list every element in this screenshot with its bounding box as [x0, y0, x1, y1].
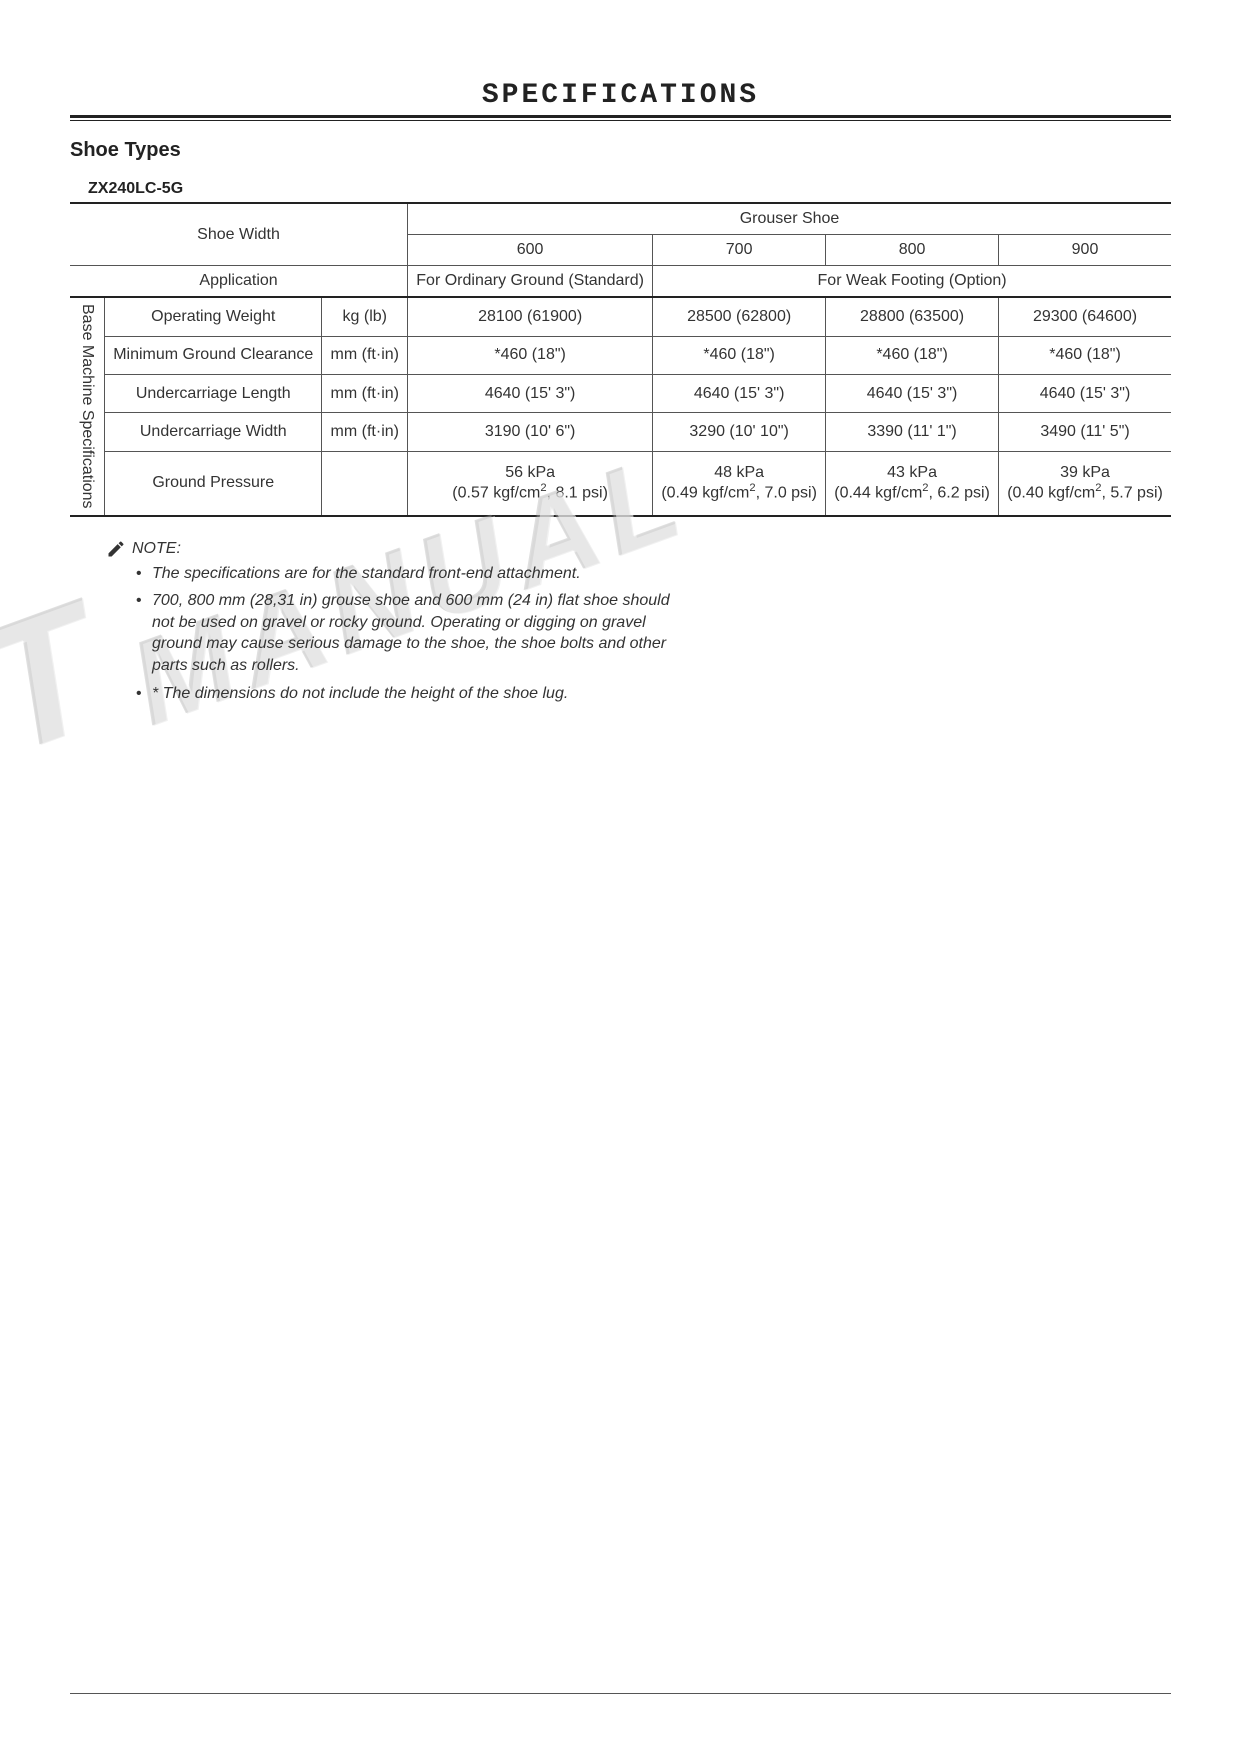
- page-title: SPECIFICATIONS: [70, 80, 1171, 111]
- val-gp-0: 56 kPa (0.57 kgf/cm2, 8.1 psi): [408, 451, 653, 515]
- param-gp: Ground Pressure: [105, 451, 322, 515]
- pencil-icon: [106, 539, 126, 559]
- val-1-3: *460 (18"): [999, 336, 1171, 374]
- note-heading: NOTE:: [106, 539, 1171, 559]
- val-1-0: *460 (18"): [408, 336, 653, 374]
- hdr-width-1: 700: [653, 235, 826, 266]
- footer-rule: [70, 1693, 1171, 1694]
- note-label: NOTE:: [132, 540, 181, 558]
- side-label: Base Machine Specifications: [70, 297, 105, 516]
- val-2-1: 4640 (15' 3"): [653, 374, 826, 412]
- title-rule: [70, 115, 1171, 121]
- param-1: Minimum Ground Clearance: [105, 336, 322, 374]
- note-item: The specifications are for the standard …: [136, 563, 676, 585]
- gp-kgf-0: (0.57 kgf/cm: [452, 484, 540, 501]
- unit-3: mm (ft·in): [322, 413, 408, 451]
- param-2: Undercarriage Length: [105, 374, 322, 412]
- spec-table: Shoe Width Grouser Shoe 600 700 800 900 …: [70, 202, 1171, 517]
- gp-kgf-1: (0.49 kgf/cm: [661, 484, 749, 501]
- table-row: Ground Pressure 56 kPa (0.57 kgf/cm2, 8.…: [70, 451, 1171, 515]
- app-std: For Ordinary Ground (Standard): [408, 266, 653, 298]
- gp-psi-3: 5.7 psi): [1110, 484, 1162, 501]
- gp-kpa-2: 43 kPa: [887, 464, 937, 481]
- val-2-2: 4640 (15' 3"): [826, 374, 999, 412]
- val-2-0: 4640 (15' 3"): [408, 374, 653, 412]
- val-gp-2: 43 kPa (0.44 kgf/cm2, 6.2 psi): [826, 451, 999, 515]
- hdr-grouser: Grouser Shoe: [408, 203, 1171, 235]
- hdr-width-0: 600: [408, 235, 653, 266]
- unit-gp: [322, 451, 408, 515]
- hdr-application: Application: [70, 266, 408, 298]
- gp-kgf-3: (0.40 kgf/cm: [1007, 484, 1095, 501]
- val-0-2: 28800 (63500): [826, 297, 999, 336]
- gp-kgf-2: (0.44 kgf/cm: [834, 484, 922, 501]
- param-0: Operating Weight: [105, 297, 322, 336]
- val-gp-3: 39 kPa (0.40 kgf/cm2, 5.7 psi): [999, 451, 1171, 515]
- unit-2: mm (ft·in): [322, 374, 408, 412]
- section-title: Shoe Types: [70, 139, 1171, 162]
- gp-psi-2: 6.2 psi): [937, 484, 989, 501]
- hdr-shoe-width: Shoe Width: [70, 203, 408, 266]
- gp-psi-0: 8.1 psi): [555, 484, 607, 501]
- val-3-3: 3490 (11' 5"): [999, 413, 1171, 451]
- unit-0: kg (lb): [322, 297, 408, 336]
- val-0-3: 29300 (64600): [999, 297, 1171, 336]
- val-1-2: *460 (18"): [826, 336, 999, 374]
- val-3-2: 3390 (11' 1"): [826, 413, 999, 451]
- gp-psi-1: 7.0 psi): [764, 484, 816, 501]
- val-3-1: 3290 (10' 10"): [653, 413, 826, 451]
- hdr-width-3: 900: [999, 235, 1171, 266]
- val-2-3: 4640 (15' 3"): [999, 374, 1171, 412]
- note-list: The specifications are for the standard …: [136, 563, 676, 705]
- val-gp-1: 48 kPa (0.49 kgf/cm2, 7.0 psi): [653, 451, 826, 515]
- model-title: ZX240LC-5G: [88, 180, 1171, 198]
- table-row: Undercarriage Width mm (ft·in) 3190 (10'…: [70, 413, 1171, 451]
- val-0-0: 28100 (61900): [408, 297, 653, 336]
- val-3-0: 3190 (10' 6"): [408, 413, 653, 451]
- param-3: Undercarriage Width: [105, 413, 322, 451]
- gp-kpa-1: 48 kPa: [714, 464, 764, 481]
- app-opt: For Weak Footing (Option): [653, 266, 1171, 298]
- val-0-1: 28500 (62800): [653, 297, 826, 336]
- note-item: * The dimensions do not include the heig…: [136, 683, 676, 705]
- table-row: Minimum Ground Clearance mm (ft·in) *460…: [70, 336, 1171, 374]
- unit-1: mm (ft·in): [322, 336, 408, 374]
- hdr-width-2: 800: [826, 235, 999, 266]
- gp-kpa-0: 56 kPa: [505, 464, 555, 481]
- table-row: Base Machine Specifications Operating We…: [70, 297, 1171, 336]
- spec-page: MANUAL OT SPECIFICATIONS Shoe Types ZX24…: [0, 0, 1241, 1754]
- val-1-1: *460 (18"): [653, 336, 826, 374]
- note-block: NOTE: The specifications are for the sta…: [106, 539, 1171, 705]
- note-item: 700, 800 mm (28,31 in) grouse shoe and 6…: [136, 590, 676, 676]
- gp-kpa-3: 39 kPa: [1060, 464, 1110, 481]
- table-row: Undercarriage Length mm (ft·in) 4640 (15…: [70, 374, 1171, 412]
